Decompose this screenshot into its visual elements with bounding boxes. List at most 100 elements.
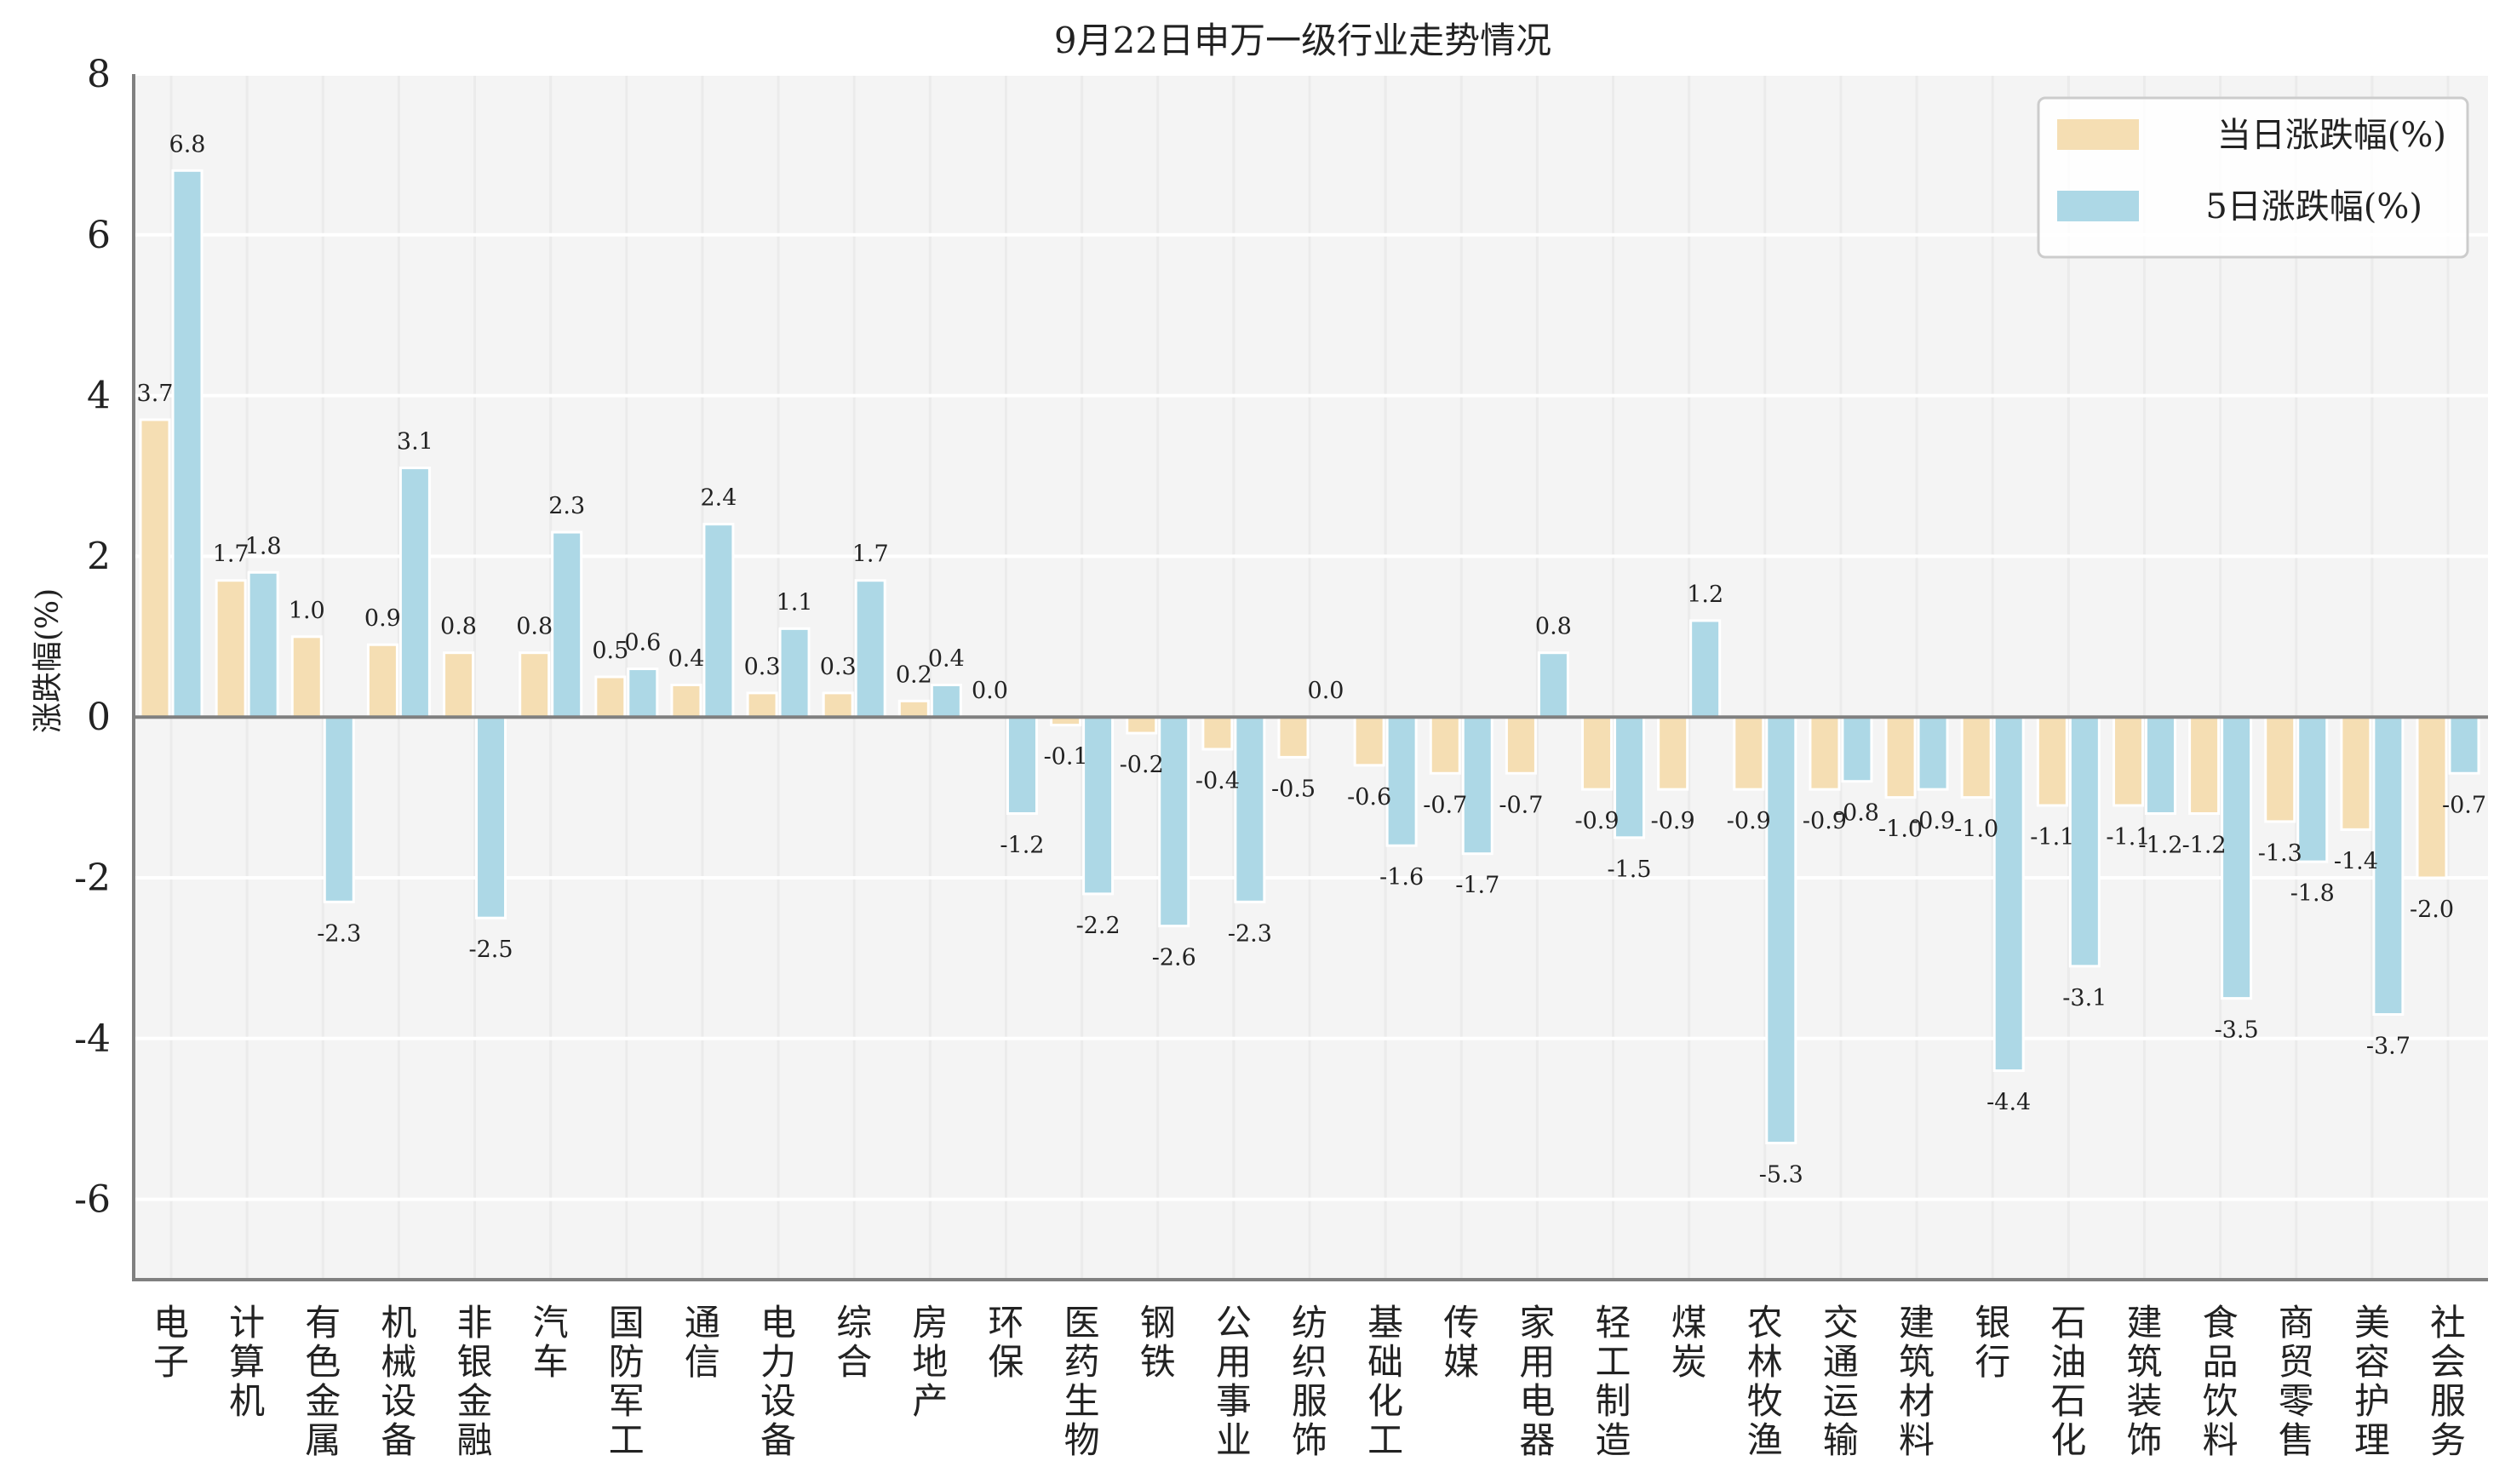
y-tick-label: 2: [87, 535, 111, 578]
bar-label-5day: 1.1: [777, 589, 813, 616]
bar-label-daily: -0.9: [1651, 808, 1695, 834]
bar-label-daily: -0.9: [1803, 808, 1847, 834]
x-tick-label: 电子: [153, 1302, 189, 1383]
bar-label-5day: -1.7: [1455, 873, 1499, 899]
bar-label-5day: -4.4: [1986, 1090, 2031, 1116]
bar-daily: [897, 699, 930, 719]
bar-label-5day: 0.6: [624, 630, 661, 656]
bar-label-daily: -1.4: [2334, 848, 2378, 874]
bar-label-daily: -0.7: [1423, 792, 1467, 818]
legend-label-5day: 5日涨跌幅(%): [2205, 187, 2422, 226]
bar-5day: [475, 715, 507, 920]
bar-daily: [1126, 715, 1158, 735]
bar-daily: [443, 651, 475, 719]
bar-label-5day: -3.1: [2062, 985, 2107, 1011]
bar-label-daily: -0.7: [1499, 792, 1543, 818]
legend-label-daily: 当日涨跌幅(%): [2217, 116, 2446, 155]
bar-5day: [1992, 715, 2025, 1073]
bar-daily: [670, 683, 702, 719]
bar-daily: [2188, 715, 2221, 815]
bar-daily: [2112, 715, 2144, 807]
chart-title: 9月22日申万一级行业走势情况: [1054, 20, 1551, 61]
x-tick-label: 房地产: [912, 1302, 948, 1422]
bars: [139, 169, 2480, 1145]
legend-box: [2037, 96, 2469, 259]
x-tick-label: 电力设备: [760, 1302, 796, 1461]
bar-daily: [1277, 715, 1310, 759]
bar-label-5day: -1.8: [2290, 880, 2335, 907]
bar-label-5day: 6.8: [169, 131, 206, 158]
bar-5day: [1614, 715, 1646, 839]
x-tick-label: 轻工制造: [1596, 1302, 1631, 1461]
bar-label-daily: 0.5: [592, 638, 628, 664]
bar-label-daily: -0.2: [1120, 752, 1164, 778]
bar-label-daily: 0.0: [972, 678, 1008, 704]
bar-5day: [2221, 715, 2253, 1000]
horizontal-gridlines: [134, 72, 2488, 1201]
bar-label-5day: 0.0: [1308, 678, 1344, 704]
x-tick-label: 医药生物: [1064, 1302, 1100, 1461]
x-tick-label: 公用事业: [1216, 1302, 1252, 1461]
bar-daily: [2264, 715, 2296, 823]
bar-5day: [1006, 715, 1038, 815]
bar-5day: [1841, 715, 1873, 783]
bar-label-5day: -1.5: [1608, 857, 1652, 883]
bar-daily: [290, 635, 323, 719]
x-tick-label: 传媒: [1443, 1302, 1479, 1383]
bar-label-daily: -0.6: [1347, 784, 1391, 811]
bar-label-5day: -2.6: [1152, 945, 1196, 971]
bar-label-daily: 3.7: [137, 381, 174, 407]
bar-5day: [323, 715, 355, 903]
bar-label-5day: -2.5: [469, 937, 513, 963]
x-tick-label: 环保: [988, 1302, 1023, 1383]
bar-label-daily: -1.1: [2030, 824, 2074, 851]
bar-daily: [519, 651, 551, 719]
bar-label-daily: -1.1: [2106, 824, 2150, 851]
bar-label-daily: 0.3: [744, 654, 781, 680]
bar-5day: [854, 579, 886, 719]
bar-5day: [1765, 715, 1797, 1145]
bar-5day: [1385, 715, 1418, 847]
bar-5day: [2372, 715, 2405, 1016]
bar-label-daily: -0.5: [1271, 776, 1316, 802]
bar-label-5day: -2.3: [317, 920, 361, 947]
bar-daily: [2340, 715, 2372, 831]
x-axis-category-labels: 电子 计算机 有色金属 机械设备 非银金融 汽车 国防军工 通信 电力设备 综合 房地产 环保 医药生物…: [153, 1302, 2466, 1461]
bar-daily: [1809, 715, 1841, 791]
x-tick-label: 美容护理: [2354, 1302, 2390, 1461]
bar-label-5day: 2.4: [700, 485, 737, 512]
bar-5day: [1689, 619, 1722, 719]
bar-label-daily: -1.2: [2182, 832, 2227, 858]
x-tick-label: 非银金融: [457, 1302, 493, 1461]
vertical-gridlines: [169, 74, 2450, 1280]
bar-label-5day: -1.2: [1000, 832, 1044, 858]
x-tick-label: 钢铁: [1140, 1302, 1176, 1383]
bar-label-5day: -2.3: [1228, 920, 1272, 947]
x-tick-label: 石油石化: [2050, 1302, 2086, 1461]
x-tick-label: 食品饮料: [2203, 1302, 2239, 1461]
bar-label-daily: 0.4: [668, 645, 704, 672]
bar-5day: [247, 570, 279, 719]
x-tick-label: 煤炭: [1671, 1302, 1707, 1383]
bar-label-daily: 0.2: [896, 662, 932, 688]
bar-label-daily: 0.9: [364, 605, 401, 632]
x-tick-label: 交通运输: [1823, 1302, 1859, 1461]
bar-daily: [1505, 715, 1537, 775]
bar-label-5day: 2.3: [548, 493, 585, 519]
x-tick-label: 有色金属: [305, 1302, 341, 1461]
x-tick-label: 机械设备: [381, 1302, 416, 1461]
y-tick-label: 0: [87, 696, 111, 739]
bar-5day: [778, 627, 811, 719]
bar-daily: [2036, 715, 2068, 807]
bar-label-daily: 1.0: [289, 598, 325, 624]
y-tick-label: 8: [87, 53, 111, 96]
bar-label-5day: -0.9: [1911, 808, 1955, 834]
x-tick-label: 汽车: [533, 1302, 569, 1383]
bar-5day: [1917, 715, 1949, 791]
bar-5day: [1082, 715, 1115, 896]
bar-label-5day: 3.1: [397, 429, 433, 456]
bar-daily: [822, 691, 854, 719]
y-tick-label: -2: [74, 857, 111, 900]
bar-label-daily: 0.3: [820, 654, 857, 680]
